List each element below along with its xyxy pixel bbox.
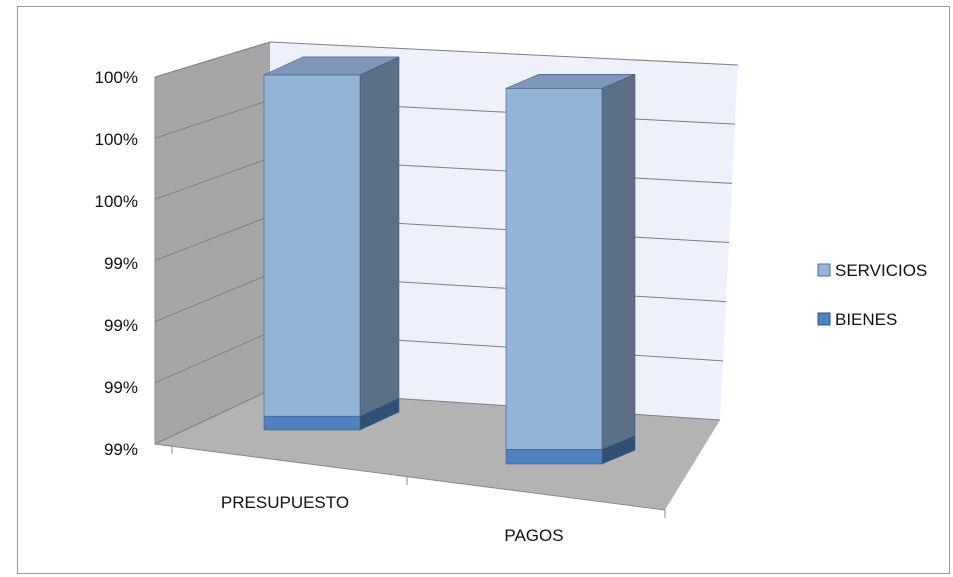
legend-swatch-servicios (818, 264, 830, 276)
category-label-pagos: PAGOS (504, 526, 563, 545)
y-tick-label: 100% (95, 192, 138, 211)
chart-walls (155, 42, 738, 510)
y-tick-label: 99% (104, 378, 138, 397)
legend-label-bienes: BIENES (835, 310, 897, 329)
bar-side-servicios (602, 74, 635, 449)
y-tick-label: 100% (95, 130, 138, 149)
y-tick-label: 99% (104, 254, 138, 273)
bar-bienes (506, 449, 602, 464)
y-tick-label: 99% (104, 316, 138, 335)
bar-servicios (506, 88, 602, 449)
bar-servicios (264, 75, 360, 416)
y-tick-label: 100% (95, 68, 138, 87)
side-wall (155, 42, 270, 444)
y-tick-label: 99% (104, 440, 138, 459)
category-label-presupuesto: PRESUPUESTO (221, 493, 349, 512)
y-axis: 100% 100% 100% 99% 99% 99% 99% (95, 68, 138, 459)
legend: SERVICIOS BIENES (818, 261, 927, 329)
legend-label-servicios: SERVICIOS (835, 261, 927, 280)
bar-bienes (264, 416, 360, 430)
legend-swatch-bienes (818, 313, 830, 325)
bar-side-servicios (360, 57, 399, 416)
